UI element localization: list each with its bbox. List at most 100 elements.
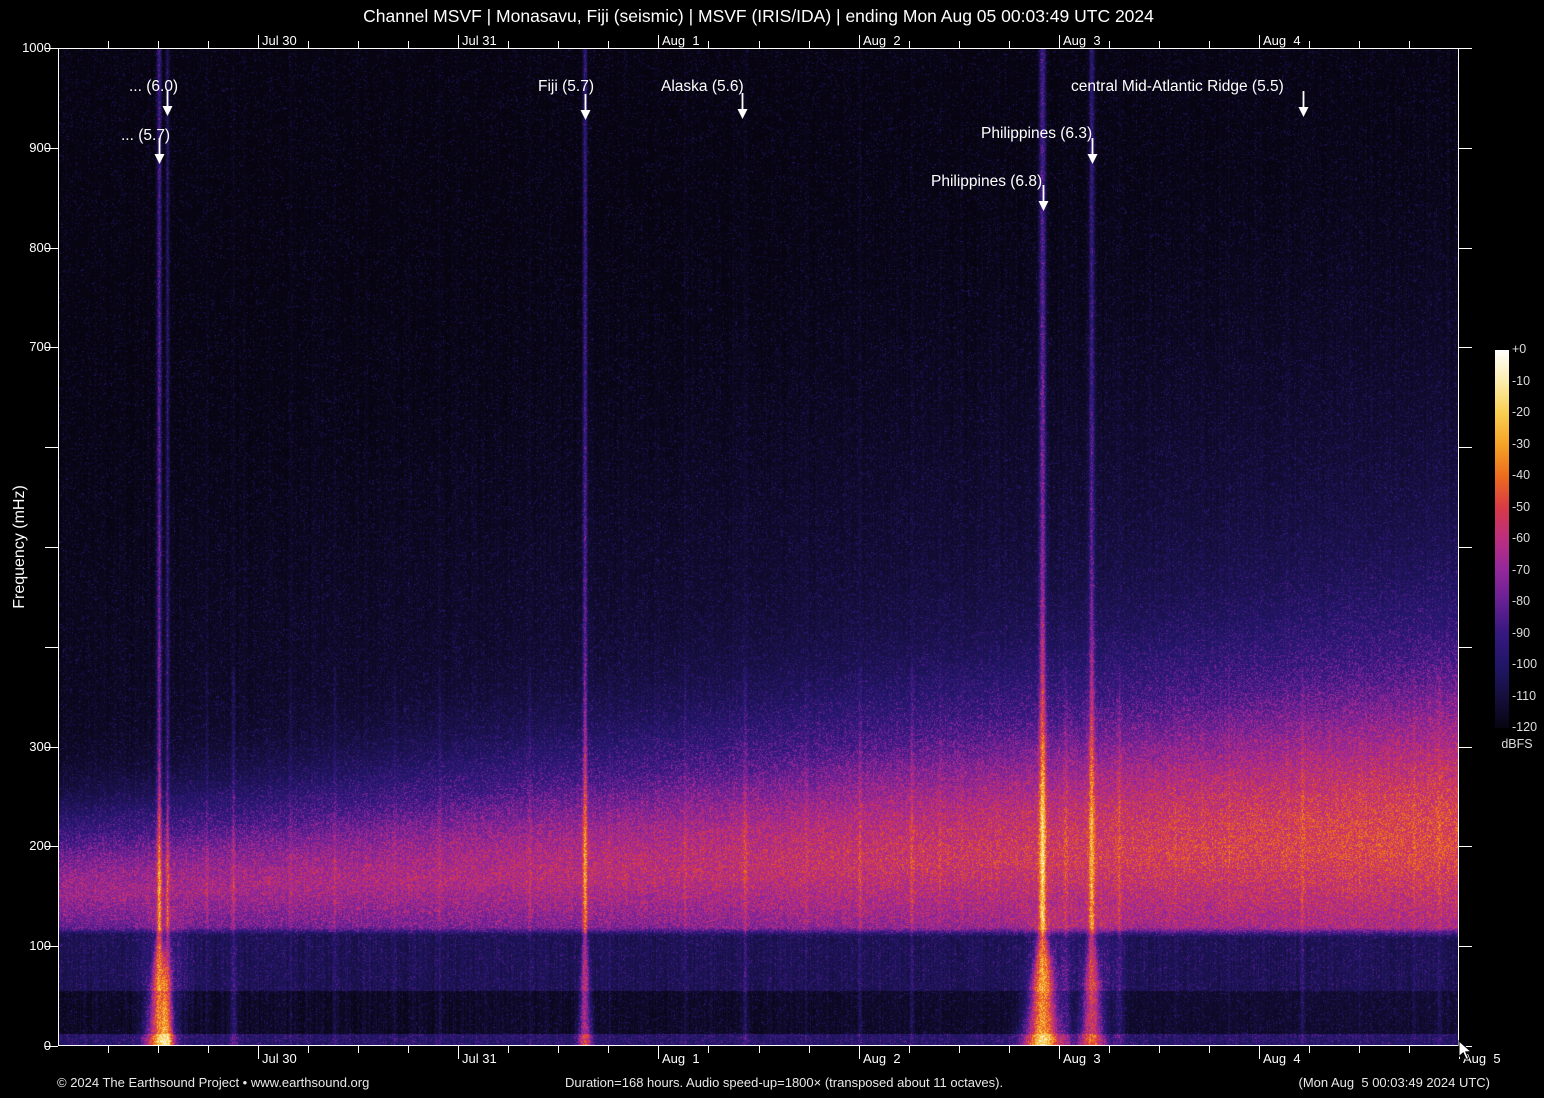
y-major-tick-right	[1459, 846, 1472, 847]
x-major-tick-top	[458, 35, 459, 48]
x-minor-tick-top	[158, 41, 159, 48]
x-minor-tick-bottom	[909, 1046, 910, 1053]
x-axis-label-bottom: Jul 30	[262, 1051, 297, 1066]
x-major-tick-top	[859, 35, 860, 48]
colorbar-tick-label: -30	[1512, 436, 1531, 451]
x-minor-tick-top	[208, 41, 209, 48]
x-axis-label-top: Aug 1	[662, 33, 700, 48]
colorbar-tick-label: +0	[1512, 342, 1527, 356]
footer-copyright: © 2024 The Earthsound Project • www.eart…	[57, 1075, 370, 1090]
colorbar-tick-label: -10	[1512, 373, 1531, 388]
annotation-arrow-down-icon	[1298, 91, 1308, 117]
x-minor-tick-top	[1209, 41, 1210, 48]
y-major-tick-right	[1459, 447, 1472, 448]
x-minor-tick-bottom	[608, 1046, 609, 1053]
colorbar-tick-label: -100	[1512, 657, 1538, 671]
y-major-tick-right	[1459, 347, 1472, 348]
x-minor-tick-top	[308, 41, 309, 48]
y-major-tick-right	[1459, 547, 1472, 548]
x-minor-tick-top	[1309, 41, 1310, 48]
x-axis-label-top: Aug 4	[1263, 33, 1301, 48]
x-minor-tick-top	[408, 41, 409, 48]
colorbar-tick-label: -20	[1512, 405, 1531, 419]
annotation-arrow-down-icon	[1087, 138, 1097, 164]
x-axis-label-bottom: Aug 1	[662, 1051, 700, 1066]
footer-timestamp: (Mon Aug 5 00:03:49 2024 UTC)	[1298, 1075, 1490, 1090]
annotation-arrow-down-icon	[162, 90, 172, 116]
x-major-tick-top	[258, 35, 259, 48]
x-major-tick-top	[1059, 35, 1060, 48]
earthquake-annotation-label: Philippines (6.3)	[981, 125, 1093, 142]
x-major-tick-bottom	[258, 1046, 259, 1059]
x-minor-tick-bottom	[1159, 1046, 1160, 1053]
y-axis-tick-label: 200	[29, 838, 51, 853]
x-minor-tick-bottom	[558, 1046, 559, 1053]
x-axis-label-top: Aug 3	[1063, 33, 1101, 48]
x-minor-tick-top	[809, 41, 810, 48]
x-major-tick-top	[1259, 35, 1260, 48]
colorbar-tick-label: -70	[1512, 562, 1531, 577]
annotation-arrow-down-icon	[737, 93, 747, 119]
earthquake-annotation-label: ... (6.0)	[129, 78, 179, 95]
y-major-tick-right	[1459, 747, 1472, 748]
spectrogram-canvas	[58, 48, 1459, 1046]
x-minor-tick-bottom	[1009, 1046, 1010, 1053]
x-axis-label-bottom: Aug 5	[1463, 1051, 1501, 1066]
x-minor-tick-bottom	[158, 1046, 159, 1053]
colorbar-unit-label: dBFS	[1501, 737, 1533, 751]
x-axis-label-top: Jul 31	[462, 33, 497, 48]
x-major-tick-bottom	[859, 1046, 860, 1059]
x-minor-tick-top	[1409, 41, 1410, 48]
colorbar-tick-label: -50	[1512, 499, 1531, 514]
x-major-tick-bottom	[1059, 1046, 1060, 1059]
mouse-cursor-icon	[1458, 1040, 1473, 1061]
x-minor-tick-bottom	[809, 1046, 810, 1053]
y-axis-tick-label: 300	[29, 739, 51, 754]
earthquake-annotation-label: Philippines (6.8)	[931, 173, 1043, 190]
page-title: Channel MSVF | Monasavu, Fiji (seismic) …	[363, 6, 1154, 26]
x-minor-tick-bottom	[1309, 1046, 1310, 1053]
y-axis-tick-label: 900	[29, 140, 51, 155]
y-axis-tick-label: 800	[29, 240, 51, 255]
x-axis-label-bottom: Jul 31	[462, 1051, 497, 1066]
annotation-arrow-down-icon	[154, 138, 164, 164]
x-axis-label-top: Aug 2	[863, 33, 901, 48]
colorbar-tick-label: -40	[1512, 468, 1531, 482]
x-minor-tick-top	[1009, 41, 1010, 48]
x-axis-label-top: Jul 30	[262, 33, 297, 48]
y-axis-tick-label: 100	[29, 938, 51, 953]
y-major-tick-left	[45, 447, 58, 448]
x-minor-tick-top	[358, 41, 359, 48]
x-minor-tick-bottom	[1209, 1046, 1210, 1053]
y-major-tick-right	[1459, 647, 1472, 648]
x-minor-tick-bottom	[1359, 1046, 1360, 1053]
colorbar-tick-label: -90	[1512, 625, 1531, 640]
earthquake-annotation-label: Fiji (5.7)	[538, 78, 594, 95]
y-axis-tick-label: 700	[29, 339, 51, 354]
x-minor-tick-top	[1109, 41, 1110, 48]
x-minor-tick-bottom	[508, 1046, 509, 1053]
y-major-tick-left	[45, 647, 58, 648]
colorbar-gradient	[1495, 350, 1509, 728]
y-major-tick-right	[1459, 148, 1472, 149]
x-major-tick-top	[658, 35, 659, 48]
x-minor-tick-bottom	[108, 1046, 109, 1053]
y-axis-tick-label: 0	[43, 1038, 51, 1053]
x-axis-label-bottom: Aug 2	[863, 1051, 901, 1066]
x-minor-tick-bottom	[959, 1046, 960, 1053]
x-minor-tick-top	[959, 41, 960, 48]
x-minor-tick-bottom	[308, 1046, 309, 1053]
x-axis-label-bottom: Aug 3	[1063, 1051, 1101, 1066]
x-major-tick-bottom	[658, 1046, 659, 1059]
x-minor-tick-top	[1359, 41, 1360, 48]
earthquake-annotation-label: central Mid-Atlantic Ridge (5.5)	[1071, 78, 1284, 95]
x-minor-tick-top	[558, 41, 559, 48]
x-minor-tick-top	[1159, 41, 1160, 48]
x-minor-tick-top	[108, 41, 109, 48]
x-minor-tick-bottom	[1109, 1046, 1110, 1053]
annotation-arrow-down-icon	[1038, 185, 1048, 211]
x-major-tick-bottom	[458, 1046, 459, 1059]
x-minor-tick-top	[708, 41, 709, 48]
colorbar-tick-label: -110	[1512, 688, 1537, 703]
